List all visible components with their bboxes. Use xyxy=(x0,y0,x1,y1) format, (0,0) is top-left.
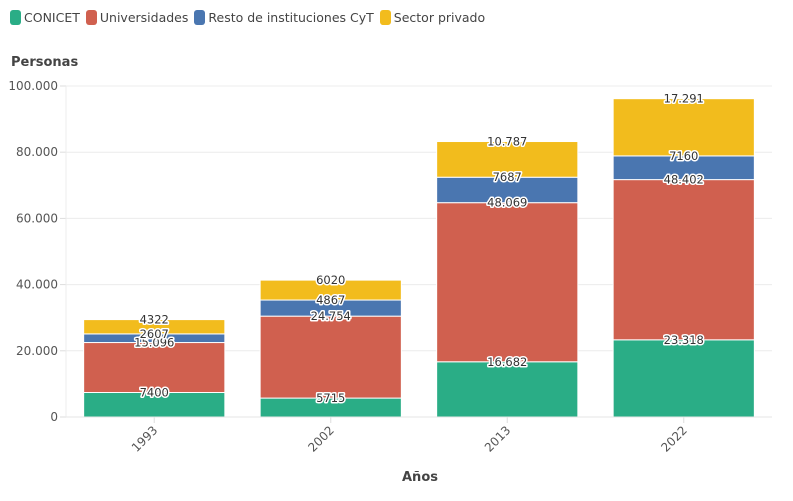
bar-conicet-2013 xyxy=(436,361,579,418)
bar-universidades-2002 xyxy=(259,315,402,399)
x-axis-title: Años xyxy=(402,470,438,485)
y-tick-label: 0 xyxy=(50,410,58,424)
legend-label: CONICET xyxy=(24,10,80,25)
data-label: 23.318 xyxy=(664,333,704,347)
bar-sector-privado-2002 xyxy=(259,279,402,301)
data-label: 10.787 xyxy=(487,135,527,149)
bar-resto-de-instituciones-cyt-2013 xyxy=(436,176,579,204)
data-label: 17.291 xyxy=(664,92,704,106)
legend-label: Universidades xyxy=(99,10,189,25)
legend-item-universidades[interactable]: Universidades xyxy=(85,10,189,25)
legend: CONICET Universidades Resto de institucion… xyxy=(10,10,491,25)
legend-swatch xyxy=(194,10,206,25)
x-tick-label: 2013 xyxy=(482,423,513,454)
y-tick-label: 20.000 xyxy=(16,344,58,358)
legend-item-resto-de-instituciones-cyt[interactable]: Resto de instituciones CyT xyxy=(194,10,374,25)
data-label: 2607 xyxy=(140,327,169,341)
data-label: 16.682 xyxy=(487,355,527,369)
bar-sector-privado-1993 xyxy=(83,319,226,335)
data-label: 48.069 xyxy=(487,196,527,210)
data-label: 4867 xyxy=(316,293,345,307)
bar-universidades-2013 xyxy=(436,202,579,363)
legend-swatch xyxy=(379,10,391,25)
legend-item-conicet[interactable]: CONICET xyxy=(10,10,80,25)
legend-label: Sector privado xyxy=(393,10,486,25)
bar-sector-privado-2022 xyxy=(612,98,755,157)
y-tick-label: 60.000 xyxy=(16,211,58,225)
data-label: 24.754 xyxy=(311,309,351,323)
data-label: 7160 xyxy=(669,149,698,163)
x-tick-label: 1993 xyxy=(129,423,160,454)
y-axis-title: Personas xyxy=(11,55,79,70)
data-label: 6020 xyxy=(316,273,345,287)
bar-universidades-2022 xyxy=(612,179,755,341)
x-tick-label: 2022 xyxy=(658,423,689,454)
data-label: 48.402 xyxy=(664,173,704,187)
data-label: 5715 xyxy=(316,391,345,405)
legend-swatch xyxy=(85,10,97,25)
x-tick-label: 2002 xyxy=(305,423,336,454)
bar-conicet-2022 xyxy=(612,339,755,418)
bar-universidades-1993 xyxy=(83,342,226,394)
data-label: 7687 xyxy=(493,170,522,184)
bar-sector-privado-2013 xyxy=(436,141,579,178)
legend-label: Resto de instituciones CyT xyxy=(208,10,374,25)
data-label: 7400 xyxy=(140,386,169,400)
legend-item-sector-privado[interactable]: Sector privado xyxy=(379,10,486,25)
y-tick-label: 100.000 xyxy=(8,79,58,93)
data-label: 4322 xyxy=(140,313,169,327)
y-tick-label: 80.000 xyxy=(16,145,58,159)
legend-swatch xyxy=(10,10,21,25)
bar-conicet-1993 xyxy=(83,392,226,418)
y-tick-label: 40.000 xyxy=(16,278,58,292)
data-label: 15.096 xyxy=(134,336,174,350)
